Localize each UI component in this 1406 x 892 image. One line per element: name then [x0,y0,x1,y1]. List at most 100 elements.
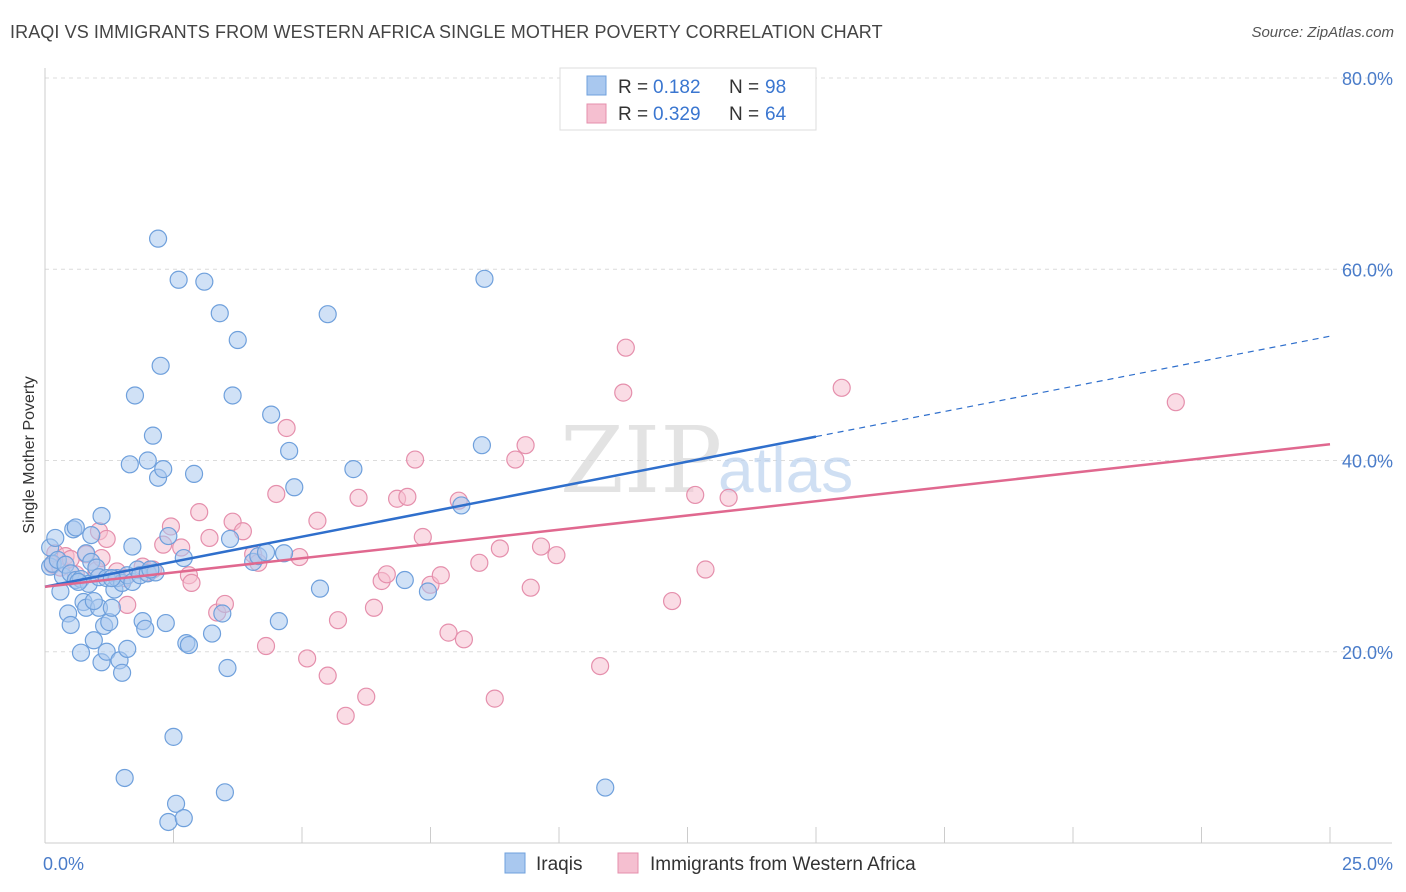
x-tick-labels: 0.0% 25.0% [43,854,1393,874]
watermark-atlas: atlas [718,434,853,506]
iraqi-point-79 [256,543,276,562]
western-africa-point-55 [490,539,509,558]
iraqi-point-22 [84,631,103,650]
iraqi-point-60 [164,727,183,746]
western-africa-point-37 [328,611,348,630]
y-tick-label-1: 40.0% [1342,452,1393,472]
iraqi-point-66 [179,635,199,655]
western-africa-point-68 [832,378,851,397]
iraqi-point-71 [213,604,232,623]
western-africa-point-53 [470,553,489,572]
legend-n-label-blue: N = [729,77,759,98]
bottom-legend: Iraqis Immigrants from Western Africa [504,852,916,875]
axes [44,68,1392,844]
iraqi-point-15 [71,643,91,662]
x-tick-label-1: 25.0% [1342,854,1393,874]
iraqi-point-51 [143,426,163,445]
western-africa-point-39 [349,488,368,507]
bottom-legend-swatch-iraqis [504,852,526,874]
western-africa-point-69 [1166,393,1185,412]
chart-title: IRAQI VS IMMIGRANTS FROM WESTERN AFRICA … [10,22,883,42]
legend-n-label-pink: N = [729,104,759,125]
iraqi-point-27 [92,506,111,526]
iraqi-point-70 [210,304,229,323]
iraqi-point-41 [120,455,139,474]
legend-n-value-blue: 98 [765,77,786,98]
iraqi-point-89 [418,582,438,601]
iraqi-trend-line [44,435,817,588]
iraqi-point-57 [156,613,175,633]
iraqi-point-21 [82,525,101,545]
iraqi-point-84 [285,478,304,497]
western-africa-point-56 [506,450,525,469]
iraqi-point-93 [596,778,615,797]
iraqi-point-73 [218,658,237,678]
iraqi-point-10 [61,615,80,635]
iraqi-point-69 [202,624,222,643]
legend-r-label-blue: R = [618,77,648,98]
western-africa-point-58 [521,578,540,597]
western-africa-point-50 [439,623,458,642]
western-africa-point-60 [547,546,566,565]
y-tick-label-2: 60.0% [1342,260,1393,280]
western-africa-point-64 [662,591,682,611]
iraqi-point-37 [112,663,132,682]
iraqi-point-82 [274,544,294,563]
iraqi-point-80 [262,405,281,424]
iraqi-point-86 [318,305,337,324]
legend-r-value-pink: 0.329 [653,104,701,125]
western-africa-point-10 [97,529,116,549]
y-tick-labels: 20.0% 40.0% 60.0% 80.0% [1342,69,1393,663]
iraqi-point-87 [344,460,363,479]
western-africa-point-59 [531,537,551,556]
iraqi-point-61 [166,794,186,813]
western-africa-point-65 [696,560,715,579]
iraqi-trend-line-extension [815,335,1331,438]
western-africa-point-46 [405,450,425,469]
western-africa-point-61 [591,656,610,676]
iraqi-point-81 [269,612,288,631]
y-axis-label: Single Mother Poverty [21,376,38,533]
bottom-legend-swatch-western-africa [617,852,639,874]
western-africa-point-31 [267,484,286,504]
iraqi-point-67 [184,464,204,483]
legend-swatch-pink [586,103,607,124]
iraqi-point-54 [148,229,168,248]
y-tick-label-3: 80.0% [1342,69,1393,89]
iraqi-point-92 [475,269,494,288]
western-africa-point-13 [118,595,137,614]
western-africa-point-30 [256,636,276,656]
western-africa-point-41 [364,598,384,617]
iraqi-point-83 [280,441,299,461]
iraqi-point-55 [151,356,170,375]
iraqi-point-48 [136,619,155,638]
legend-r-value-blue: 0.182 [653,77,701,98]
iraqi-point-32 [102,598,121,617]
western-africa-point-34 [298,649,317,668]
western-africa-point-43 [377,565,396,584]
iraqi-point-58 [159,526,178,546]
iraqi-point-68 [195,272,214,291]
legend-r-label-pink: R = [618,104,648,125]
iraqi-point-38 [115,768,134,788]
iraqi-point-62 [169,270,188,289]
western-africa-point-57 [516,436,535,455]
legend: R = 0.182 N = 98 R = 0.329 N = 64 [559,67,817,131]
western-africa-point-22 [190,503,209,522]
source-credit: Source: ZipAtlas.com [1251,24,1394,41]
western-africa-point-52 [454,630,474,649]
bottom-legend-iraqis: Iraqis [536,854,582,875]
iraqi-point-42 [123,537,142,556]
y-tick-label-0: 20.0% [1342,643,1393,663]
watermark: ZIP atlas [560,407,853,514]
iraqi-point-64 [174,809,193,828]
western-africa-point-40 [357,687,376,706]
western-africa-point-63 [614,383,633,402]
iraqi-point-44 [125,386,145,405]
iraqi-point-30 [97,642,116,661]
iraqi-point-75 [223,386,242,405]
iraqi-point-49 [138,451,157,470]
western-africa-point-38 [336,706,355,725]
western-africa-point-23 [200,528,219,548]
